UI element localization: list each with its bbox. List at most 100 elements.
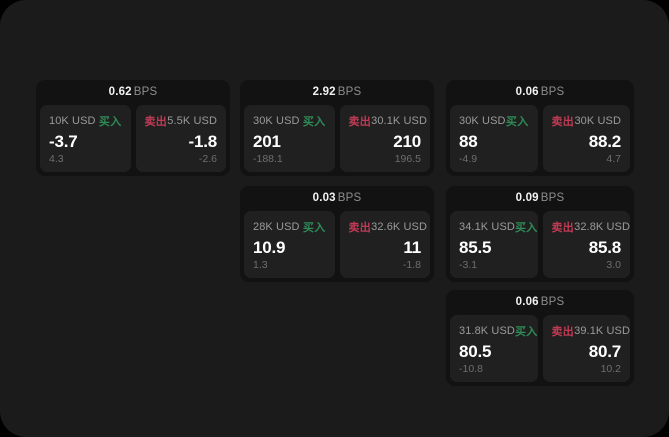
buy-panel-header: 30K USD 买入 (459, 113, 529, 129)
card-header: 2.92 BPS (240, 80, 434, 105)
buy-panel[interactable]: 31.8K USD 买入 80.5 -10.8 (450, 315, 538, 382)
sell-amount: 39.1K USD (574, 325, 631, 337)
sell-panel[interactable]: 卖出 5.5K USD -1.8 -2.6 (135, 105, 226, 172)
bps-value: 0.62 (108, 86, 132, 98)
sell-price: 80.7 (588, 341, 621, 361)
buy-price: 201 (253, 131, 281, 151)
quote-card[interactable]: 0.03 BPS 28K USD 买入 10.9 1.3 卖出 32.6K USD (240, 186, 434, 282)
buy-amount: 31.8K USD (459, 325, 515, 337)
buy-panel[interactable]: 10K USD 买入 -3.7 4.3 (40, 105, 131, 172)
bps-value: 0.03 (312, 192, 336, 204)
card-header: 0.06 BPS (446, 80, 634, 105)
sell-panel-header: 卖出 30.1K USD (348, 113, 427, 129)
card-body: 10K USD 买入 -3.7 4.3 卖出 5.5K USD -1.8 -2.… (36, 105, 230, 176)
sell-tag: 卖出 (144, 116, 168, 128)
sell-amount: 32.6K USD (371, 221, 428, 233)
buy-tag: 买入 (514, 326, 538, 338)
bps-value: 2.92 (312, 86, 336, 98)
buy-panel[interactable]: 28K USD 买入 10.9 1.3 (244, 211, 335, 278)
quote-card[interactable]: 0.06 BPS 31.8K USD 买入 80.5 -10.8 卖出 39.1K… (446, 290, 634, 386)
sell-panel-header: 卖出 39.1K USD (551, 323, 630, 339)
sell-delta: 3.0 (606, 259, 621, 271)
bps-value: 0.06 (515, 296, 539, 308)
buy-delta: -3.1 (459, 259, 478, 271)
sell-panel[interactable]: 卖出 32.8K USD 85.8 3.0 (542, 211, 630, 278)
buy-amount: 34.1K USD (459, 221, 515, 233)
sell-panel[interactable]: 卖出 32.6K USD 11 -1.8 (339, 211, 430, 278)
buy-panel[interactable]: 34.1K USD 买入 85.5 -3.1 (450, 211, 538, 278)
buy-tag: 买入 (302, 116, 326, 128)
quote-card[interactable]: 0.62 BPS 10K USD 买入 -3.7 4.3 卖出 5.5K USD (36, 80, 230, 176)
sell-panel[interactable]: 卖出 30K USD 88.2 4.7 (542, 105, 630, 172)
bps-unit: BPS (337, 192, 362, 204)
sell-panel-header: 卖出 30K USD (552, 113, 622, 129)
sell-price: 210 (393, 131, 421, 151)
quote-card[interactable]: 0.06 BPS 30K USD 买入 88 -4.9 卖出 30K USD (446, 80, 634, 176)
buy-tag: 买入 (505, 116, 529, 128)
buy-delta: -10.8 (459, 363, 483, 375)
buy-price: 85.5 (459, 237, 492, 257)
sell-delta: 196.5 (394, 153, 421, 165)
card-body: 30K USD 买入 88 -4.9 卖出 30K USD 88.2 4.7 (446, 105, 634, 176)
sell-delta: 4.7 (606, 153, 621, 165)
buy-amount: 30K USD (253, 115, 300, 127)
card-header: 0.06 BPS (446, 290, 634, 315)
buy-panel[interactable]: 30K USD 买入 201 -188.1 (244, 105, 335, 172)
bps-unit: BPS (540, 86, 565, 98)
buy-panel[interactable]: 30K USD 买入 88 -4.9 (450, 105, 538, 172)
quote-card[interactable]: 0.09 BPS 34.1K USD 买入 85.5 -3.1 卖出 32.8K … (446, 186, 634, 282)
buy-delta: -4.9 (459, 153, 478, 165)
buy-delta: 4.3 (49, 153, 64, 165)
buy-delta: -188.1 (253, 153, 283, 165)
buy-price: 80.5 (459, 341, 492, 361)
sell-panel-header: 卖出 5.5K USD (145, 113, 218, 129)
card-body: 31.8K USD 买入 80.5 -10.8 卖出 39.1K USD 80.… (446, 315, 634, 386)
sell-panel[interactable]: 卖出 30.1K USD 210 196.5 (339, 105, 430, 172)
sell-delta: -2.6 (198, 153, 217, 165)
sell-amount: 32.8K USD (574, 221, 631, 233)
sell-tag: 卖出 (551, 326, 575, 338)
card-body: 30K USD 买入 201 -188.1 卖出 30.1K USD 210 1… (240, 105, 434, 176)
sell-amount: 30.1K USD (371, 115, 428, 127)
card-body: 34.1K USD 买入 85.5 -3.1 卖出 32.8K USD 85.8… (446, 211, 634, 282)
buy-tag: 买入 (98, 116, 122, 128)
buy-delta: 1.3 (253, 259, 268, 271)
bps-value: 0.09 (515, 192, 539, 204)
buy-tag: 买入 (514, 222, 538, 234)
sell-price: -1.8 (188, 131, 218, 151)
bps-unit: BPS (540, 296, 565, 308)
card-header: 0.09 BPS (446, 186, 634, 211)
sell-panel-header: 卖出 32.6K USD (348, 219, 427, 235)
buy-price: -3.7 (49, 131, 78, 151)
buy-panel-header: 30K USD 买入 (253, 113, 326, 129)
buy-panel-header: 34.1K USD 买入 (459, 219, 537, 235)
buy-tag: 买入 (302, 222, 326, 234)
sell-tag: 卖出 (348, 222, 372, 234)
bps-unit: BPS (540, 192, 565, 204)
buy-panel-header: 10K USD 买入 (49, 113, 122, 129)
buy-price: 88 (459, 131, 478, 151)
sell-tag: 卖出 (551, 222, 575, 234)
card-body: 28K USD 买入 10.9 1.3 卖出 32.6K USD 11 -1.8 (240, 211, 434, 282)
buy-price: 10.9 (253, 237, 286, 257)
sell-price: 88.2 (588, 131, 621, 151)
sell-amount: 30K USD (574, 115, 621, 127)
sell-price: 85.8 (588, 237, 621, 257)
sell-price: 11 (403, 237, 421, 257)
sell-tag: 卖出 (348, 116, 372, 128)
sell-panel[interactable]: 卖出 39.1K USD 80.7 10.2 (542, 315, 630, 382)
sell-delta: 10.2 (600, 363, 621, 375)
buy-panel-header: 31.8K USD 买入 (459, 323, 537, 339)
sell-delta: -1.8 (402, 259, 421, 271)
buy-amount: 28K USD (253, 221, 300, 233)
card-header: 0.03 BPS (240, 186, 434, 211)
quote-card[interactable]: 2.92 BPS 30K USD 买入 201 -188.1 卖出 30.1K U… (240, 80, 434, 176)
card-header: 0.62 BPS (36, 80, 230, 105)
sell-tag: 卖出 (551, 116, 575, 128)
sell-panel-header: 卖出 32.8K USD (551, 219, 630, 235)
bps-unit: BPS (337, 86, 362, 98)
buy-amount: 30K USD (459, 115, 506, 127)
bps-unit: BPS (133, 86, 158, 98)
